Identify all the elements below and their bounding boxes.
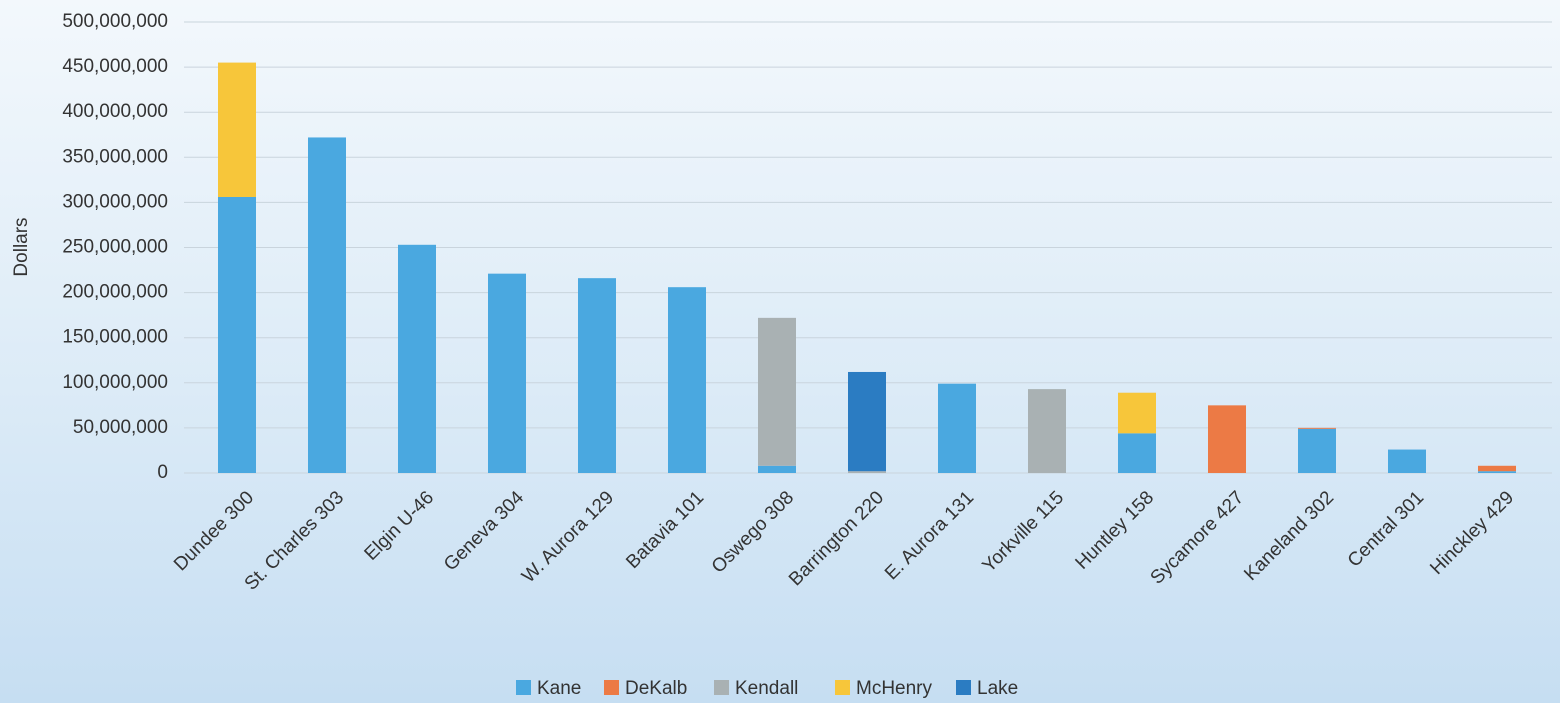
bar-segment	[308, 137, 346, 473]
x-tick-label: Huntley 158	[1072, 487, 1159, 574]
y-tick-label: 100,000,000	[62, 372, 168, 393]
bar-segment	[1298, 428, 1336, 473]
x-tick-label: Yorkville 115	[979, 487, 1069, 577]
bar-segment	[1478, 465, 1516, 472]
legend-label: Kane	[537, 678, 581, 699]
y-tick-label: 250,000,000	[62, 237, 168, 258]
legend-label: DeKalb	[625, 678, 687, 699]
legend-swatch	[835, 680, 850, 695]
bar-segment	[1208, 405, 1246, 473]
bar-segment	[758, 465, 796, 473]
bar-segment	[1298, 427, 1336, 429]
bar-segment	[1028, 389, 1066, 473]
bar-segment	[218, 196, 256, 473]
x-tick-label: W. Aurora 129	[518, 487, 618, 587]
bar-segment	[1478, 471, 1516, 473]
x-tick-label: Central 301	[1344, 487, 1428, 571]
x-tick-label: Sycamore 427	[1147, 487, 1248, 588]
x-tick-label: E. Aurora 131	[881, 487, 978, 584]
legend-label: Lake	[977, 678, 1018, 699]
legend-label: McHenry	[856, 678, 933, 699]
bar-segment	[1388, 449, 1426, 473]
legend-swatch	[714, 680, 729, 695]
bar-segment	[488, 273, 526, 473]
bar-segment	[938, 383, 976, 473]
y-tick-label: 500,000,000	[62, 11, 168, 32]
bar-segment	[758, 317, 796, 466]
x-tick-label: Barrington 220	[785, 487, 888, 590]
y-tick-label: 150,000,000	[62, 327, 168, 348]
bar-segment	[668, 287, 706, 473]
y-tick-label: 400,000,000	[62, 101, 168, 122]
legend-swatch	[956, 680, 971, 695]
bar-segment	[578, 278, 616, 473]
y-tick-label: 0	[157, 462, 168, 483]
y-tick-label: 450,000,000	[62, 56, 168, 77]
x-tick-label: Batavia 101	[622, 487, 708, 573]
y-tick-label: 50,000,000	[73, 417, 168, 438]
x-tick-label: Geneva 304	[440, 487, 528, 575]
bar-segment	[848, 371, 886, 472]
legend-swatch	[516, 680, 531, 695]
y-axis-title: Dollars	[11, 217, 32, 276]
x-tick-label: Elgin U-46	[360, 487, 438, 565]
bar-segment	[398, 244, 436, 473]
x-tick-label: Oswego 308	[708, 487, 798, 577]
y-tick-label: 350,000,000	[62, 146, 168, 167]
legend-label: Kendall	[735, 678, 798, 699]
legend-swatch	[604, 680, 619, 695]
bar-segment	[1118, 392, 1156, 434]
bar-segment	[1118, 433, 1156, 473]
x-tick-label: Kaneland 302	[1240, 487, 1338, 585]
y-tick-label: 200,000,000	[62, 282, 168, 303]
x-tick-label: Dundee 300	[170, 487, 258, 575]
x-tick-label: Hinckley 429	[1426, 487, 1518, 579]
bar-segment	[218, 62, 256, 197]
y-tick-label: 300,000,000	[62, 191, 168, 212]
bar-segment	[848, 471, 886, 473]
